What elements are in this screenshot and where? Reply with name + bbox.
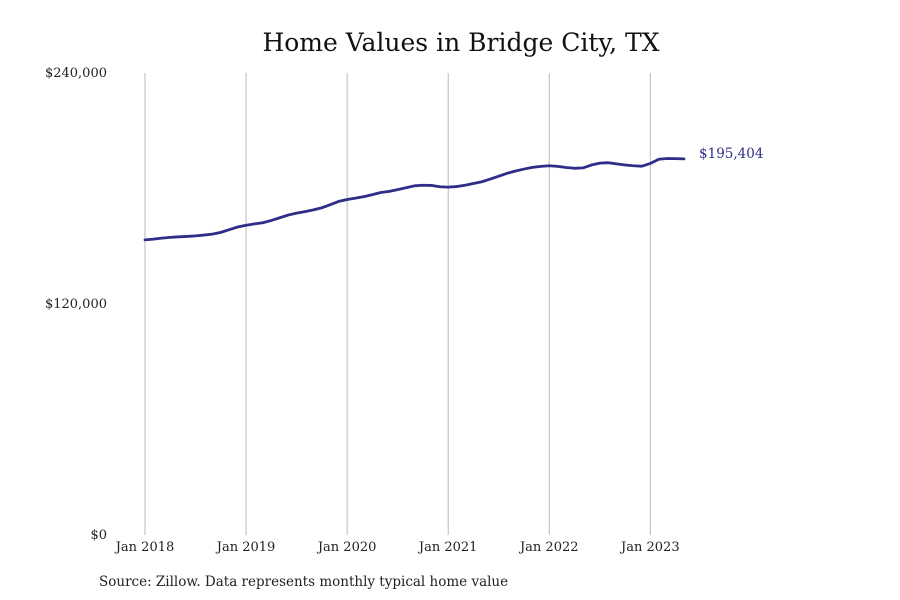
chart-title: Home Values in Bridge City, TX	[262, 28, 659, 57]
x-tick-label: Jan 2020	[316, 540, 377, 555]
x-tick-label: Jan 2023	[619, 540, 680, 555]
series-line-0	[143, 157, 686, 242]
x-tick-label: Jan 2021	[417, 540, 478, 555]
x-tick-label: Jan 2018	[114, 540, 175, 555]
x-tick-label: Jan 2019	[215, 540, 276, 555]
x-tick-label: Jan 2022	[518, 540, 579, 555]
gridlines	[144, 73, 651, 535]
y-tick-label: $240,000	[45, 66, 107, 81]
source-note: Source: Zillow. Data represents monthly …	[99, 574, 508, 590]
last-value-label: $195,404	[699, 146, 763, 162]
y-axis-tick-labels: $0 $120,000 $240,000	[45, 66, 107, 543]
y-tick-label: $120,000	[45, 297, 107, 312]
x-axis-tick-labels: Jan 2018 Jan 2019 Jan 2020 Jan 2021 Jan 2022…	[114, 540, 680, 555]
y-tick-label: $0	[90, 528, 107, 543]
series-layer	[143, 157, 686, 242]
